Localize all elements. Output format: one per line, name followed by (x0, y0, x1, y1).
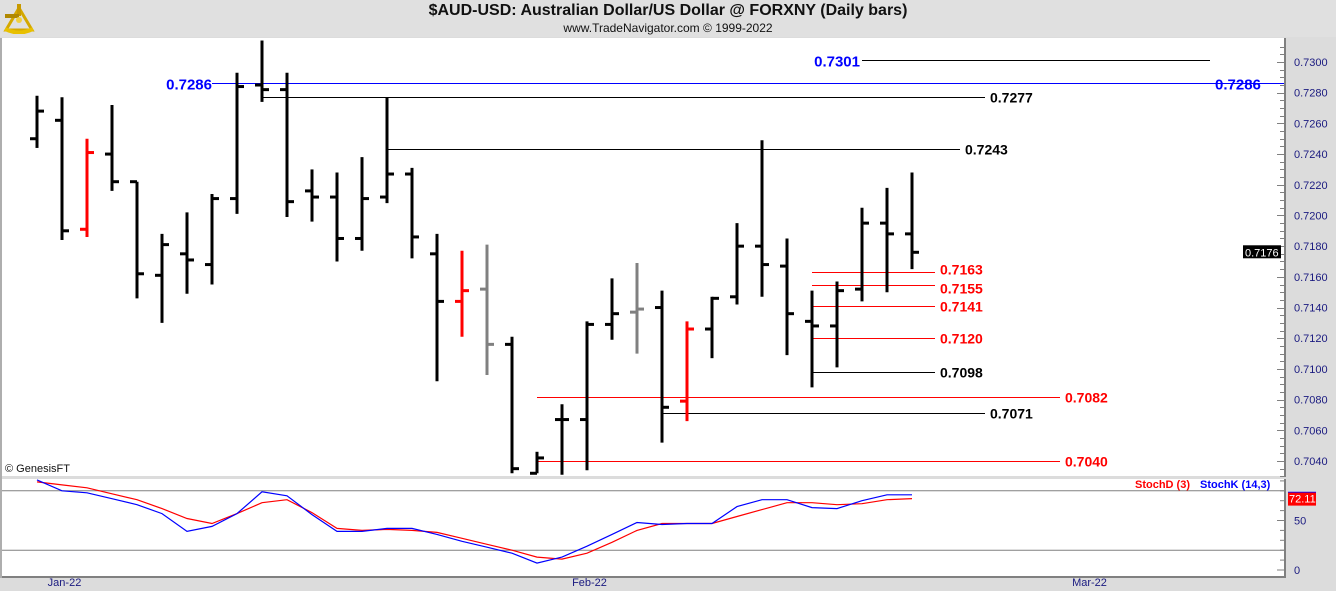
legend-stochk: StochK (14,3) (1200, 479, 1271, 491)
y-tick-label: 0.7160 (1294, 272, 1328, 284)
ohlc-bar (55, 97, 69, 241)
level-label: 0.7243 (965, 142, 1008, 158)
ohlc-bar (630, 263, 644, 354)
ohlc-bar (30, 95, 44, 148)
ohlc-bar (380, 97, 394, 204)
chart-subtitle: www.TradeNavigator.com © 1999-2022 (563, 21, 773, 35)
level-label: 0.7120 (940, 331, 983, 347)
chart-title: $AUD-USD: Australian Dollar/US Dollar @ … (428, 2, 908, 19)
ohlc-bar (155, 233, 169, 323)
ohlc-bar (555, 404, 569, 475)
ohlc-bar (680, 321, 694, 422)
price-panel (2, 38, 1284, 476)
y-tick-label: 0.7300 (1294, 57, 1328, 69)
level-label: 0.7082 (1065, 390, 1108, 406)
x-tick-label: Feb-22 (572, 577, 607, 589)
watermark: © GenesisFT (5, 463, 70, 475)
y-tick-label: 0.7280 (1294, 88, 1328, 100)
x-tick-label: Mar-22 (1072, 577, 1107, 589)
ohlc-bar (905, 172, 919, 270)
ohlc-bar (180, 212, 194, 294)
ohlc-bar (305, 169, 319, 222)
ohlc-bar (755, 140, 769, 297)
ohlc-bar (605, 278, 619, 340)
ohlc-bar (580, 321, 594, 471)
ohlc-bar (780, 238, 794, 356)
level-label: 0.7163 (940, 262, 983, 278)
level-label: 0.7071 (990, 406, 1033, 422)
ohlc-bar (330, 172, 344, 262)
ohlc-bar (455, 250, 469, 337)
ohlc-bar (505, 336, 519, 474)
ohlc-bar (830, 281, 844, 368)
ohlc-bar (880, 187, 894, 293)
ohlc-bar (480, 244, 494, 376)
ohlc-bar (230, 72, 244, 214)
last-price-box (1243, 245, 1281, 259)
ohlc-bar (430, 233, 444, 382)
y-tick-label: 0.7100 (1294, 364, 1328, 376)
y-tick-label: 0.7060 (1294, 425, 1328, 437)
sextant-logo-icon (3, 4, 35, 34)
stoch-y-tick-label: 50 (1294, 516, 1306, 528)
x-tick-label: Jan-22 (48, 577, 82, 589)
stochastic-panel (2, 479, 1284, 577)
level-label: 0.7141 (940, 299, 983, 315)
ohlc-bar (280, 72, 294, 217)
ohlc-bar (655, 290, 669, 443)
level-label: 0.7098 (940, 365, 983, 381)
chart-header: $AUD-USD: Australian Dollar/US Dollar @ … (0, 0, 1336, 37)
last-price-label: 0.7176 (1245, 247, 1279, 259)
level-label: 0.7040 (1065, 454, 1108, 470)
y-tick-label: 0.7260 (1294, 118, 1328, 130)
ohlc-bar (530, 451, 544, 475)
level-label-left: 0.7286 (166, 77, 212, 94)
legend-stochd: StochD (3) (1135, 479, 1190, 491)
stochd-last-box (1288, 492, 1316, 506)
ohlc-bar (80, 138, 94, 237)
y-tick-label: 0.7180 (1294, 241, 1328, 253)
ohlc-bar (705, 296, 719, 359)
ohlc-bar (730, 223, 744, 305)
stochd-last-label: 72.11 (1289, 494, 1316, 506)
ohlc-bar (205, 193, 219, 285)
ohlc-bar (855, 207, 869, 302)
stoch-line-k (36, 479, 912, 564)
ohlc-bar (130, 180, 144, 299)
level-label: 0.7155 (940, 281, 983, 297)
y-tick-label: 0.7080 (1294, 395, 1328, 407)
y-tick-label: 0.7140 (1294, 303, 1328, 315)
y-tick-label: 0.7040 (1294, 456, 1328, 468)
level-label: 0.7277 (990, 90, 1033, 106)
y-tick-label: 0.7240 (1294, 149, 1328, 161)
ohlc-bar (355, 157, 369, 251)
y-tick-label: 0.7200 (1294, 210, 1328, 222)
level-label: 0.7301 (814, 54, 860, 71)
stoch-line-d (36, 481, 913, 560)
ohlc-bar (255, 40, 269, 102)
ohlc-bar (805, 290, 819, 388)
ohlc-bar (405, 167, 419, 259)
level-label-right: 0.7286 (1215, 77, 1261, 94)
y-tick-label: 0.7120 (1294, 333, 1328, 345)
ohlc-bar (105, 104, 119, 191)
stoch-y-tick-label: 0 (1294, 565, 1300, 577)
y-tick-label: 0.7220 (1294, 180, 1328, 192)
